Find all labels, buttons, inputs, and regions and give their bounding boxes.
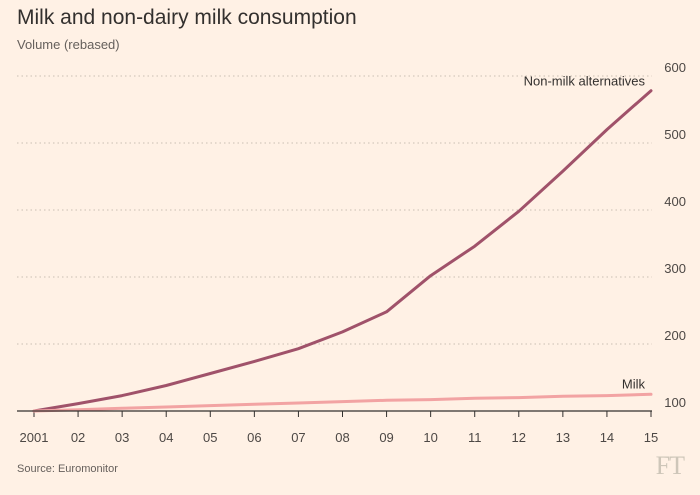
- y-tick-label: 200: [664, 328, 686, 343]
- y-tick-label: 600: [664, 60, 686, 75]
- x-tick-label: 11: [468, 430, 482, 445]
- source-note: Source: Euromonitor: [17, 463, 118, 475]
- gridlines: [17, 75, 652, 345]
- x-tick-label: 06: [247, 430, 261, 445]
- milk-line: [32, 392, 653, 413]
- chart-subtitle: Volume (rebased): [17, 37, 120, 52]
- y-tick-label: 300: [664, 261, 686, 276]
- milk-label: Milk: [622, 376, 646, 391]
- x-tick-label: 02: [71, 430, 85, 445]
- x-tick-label: 04: [159, 430, 173, 445]
- x-tick-label: 15: [644, 430, 658, 445]
- x-tick-label: 14: [600, 430, 614, 445]
- non-milk-alternatives-label: Non-milk alternatives: [524, 74, 646, 89]
- x-tick-label: 08: [335, 430, 349, 445]
- y-tick-label: 100: [664, 395, 686, 410]
- x-tick-label: 10: [423, 430, 437, 445]
- x-tick-label: 05: [203, 430, 217, 445]
- y-tick-label: 500: [664, 127, 686, 142]
- y-tick-label: 400: [664, 194, 686, 209]
- chart-title: Milk and non-dairy milk consumption: [17, 6, 357, 29]
- x-tick-label: 13: [556, 430, 570, 445]
- x-tick-label: 09: [379, 430, 393, 445]
- x-tick-label: 2001: [20, 430, 49, 445]
- x-tick-label: 07: [291, 430, 305, 445]
- series-lines: Non-milk alternatives Milk: [32, 74, 653, 413]
- ft-logo: FT: [655, 451, 685, 480]
- non-milk-alternatives-line: [32, 89, 653, 413]
- x-tick-label: 12: [512, 430, 526, 445]
- y-axis-ticks: 100 200 300 400 500 600: [664, 60, 686, 410]
- x-axis-ticks: 2001 02 03 04 05 06 07 08 09 10 11 12 13 14 15: [20, 411, 658, 445]
- x-tick-label: 03: [115, 430, 129, 445]
